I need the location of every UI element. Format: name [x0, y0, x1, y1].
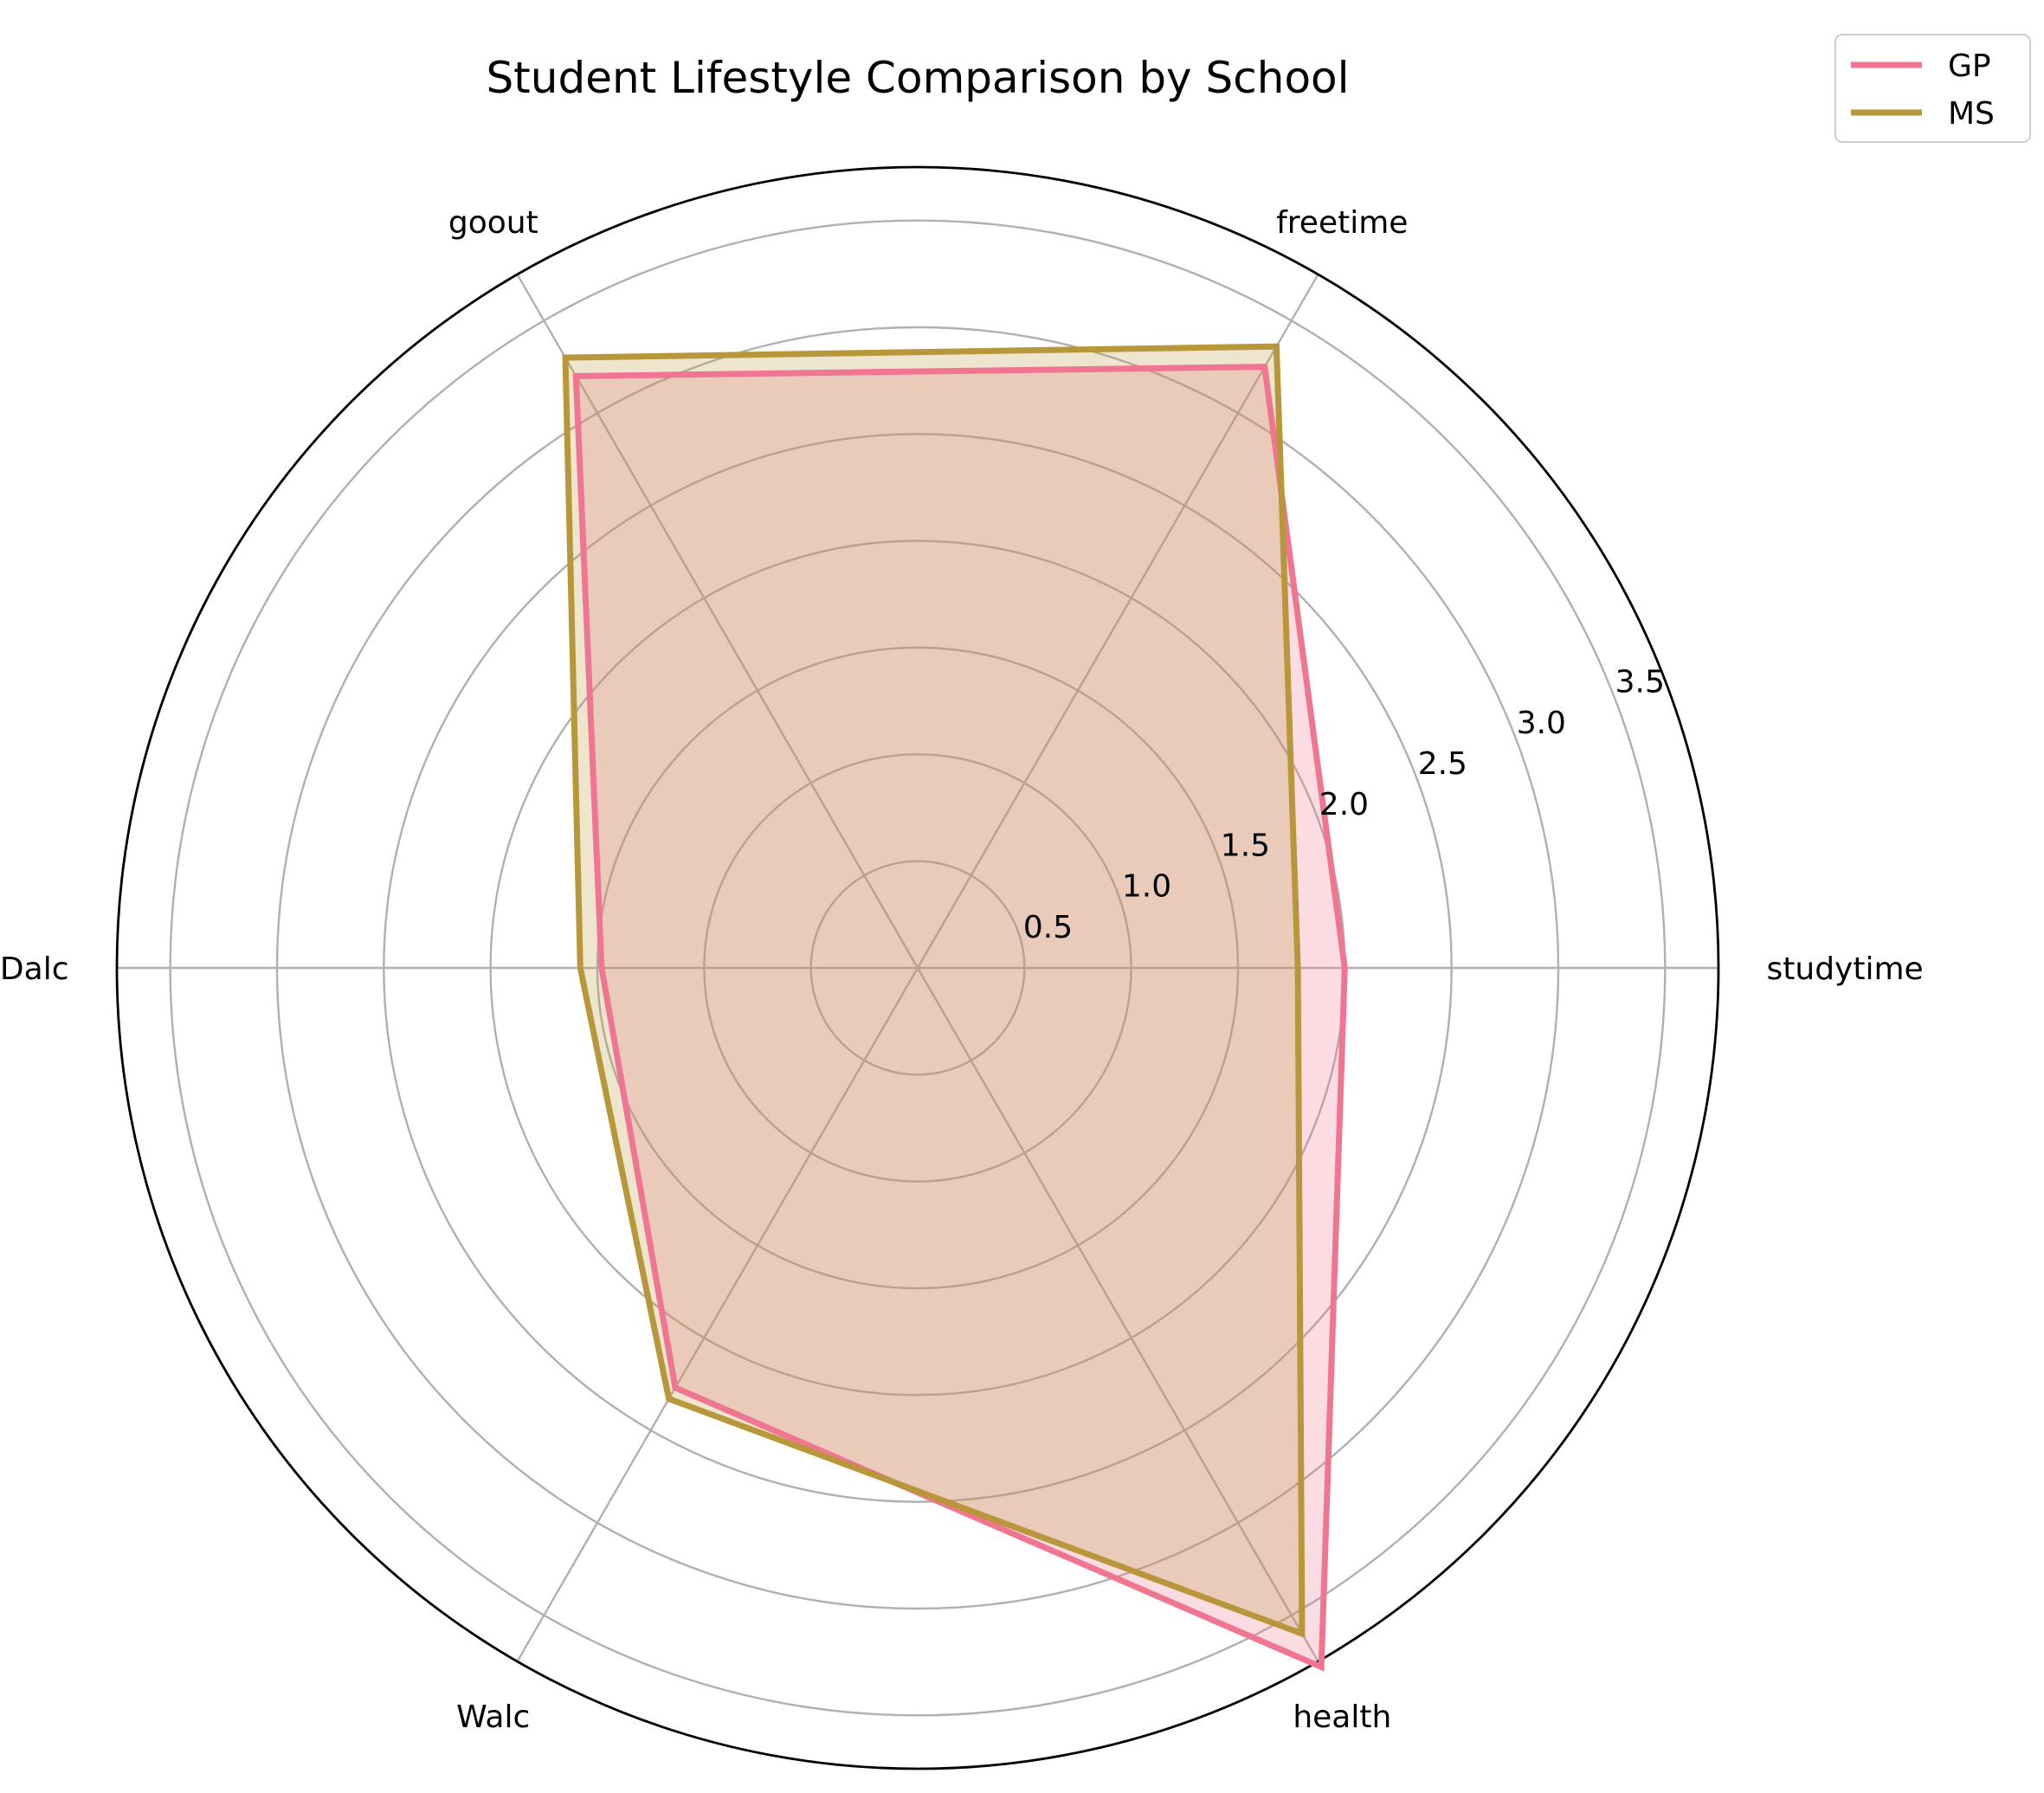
legend: GP MS	[1834, 34, 2031, 143]
radial-tick-label: 3.0	[1517, 706, 1566, 741]
spoke-health	[916, 967, 1319, 1662]
series-line-GP	[572, 364, 1348, 1672]
axis-labels: studytime freetime goout Dalc Walc health 0.5 1…	[0, 205, 1924, 1735]
category-label-Walc: Walc	[456, 1699, 530, 1735]
radial-tick-label: 1.5	[1221, 828, 1270, 863]
polar-frame	[115, 165, 1720, 1770]
radial-tick-label: 2.0	[1319, 787, 1369, 822]
series-fill-GP	[576, 366, 1345, 1667]
spoke-freetime	[916, 274, 1319, 969]
category-label-goout: goout	[448, 205, 538, 241]
series-fill-MS	[565, 346, 1302, 1635]
category-label-Dalc: Dalc	[0, 951, 69, 987]
spoke-goout	[516, 274, 919, 969]
series-line-MS	[562, 343, 1306, 1639]
chart-title: Student Lifestyle Comparison by School	[486, 53, 1349, 103]
category-label-health: health	[1293, 1699, 1391, 1735]
radial-tick-label: 0.5	[1023, 910, 1073, 945]
legend-box	[1834, 34, 2031, 143]
category-label-studytime: studytime	[1767, 951, 1924, 987]
legend-label-GP: GP	[1948, 48, 1991, 84]
radial-tick-label: 3.5	[1615, 665, 1665, 700]
spoke-Walc	[516, 967, 919, 1662]
legend-label-MS: MS	[1948, 96, 1995, 132]
radial-tick-label: 1.0	[1122, 869, 1171, 905]
series-layer	[562, 343, 1348, 1672]
category-label-freetime: freetime	[1276, 205, 1408, 241]
radial-tick-label: 2.5	[1418, 746, 1467, 782]
